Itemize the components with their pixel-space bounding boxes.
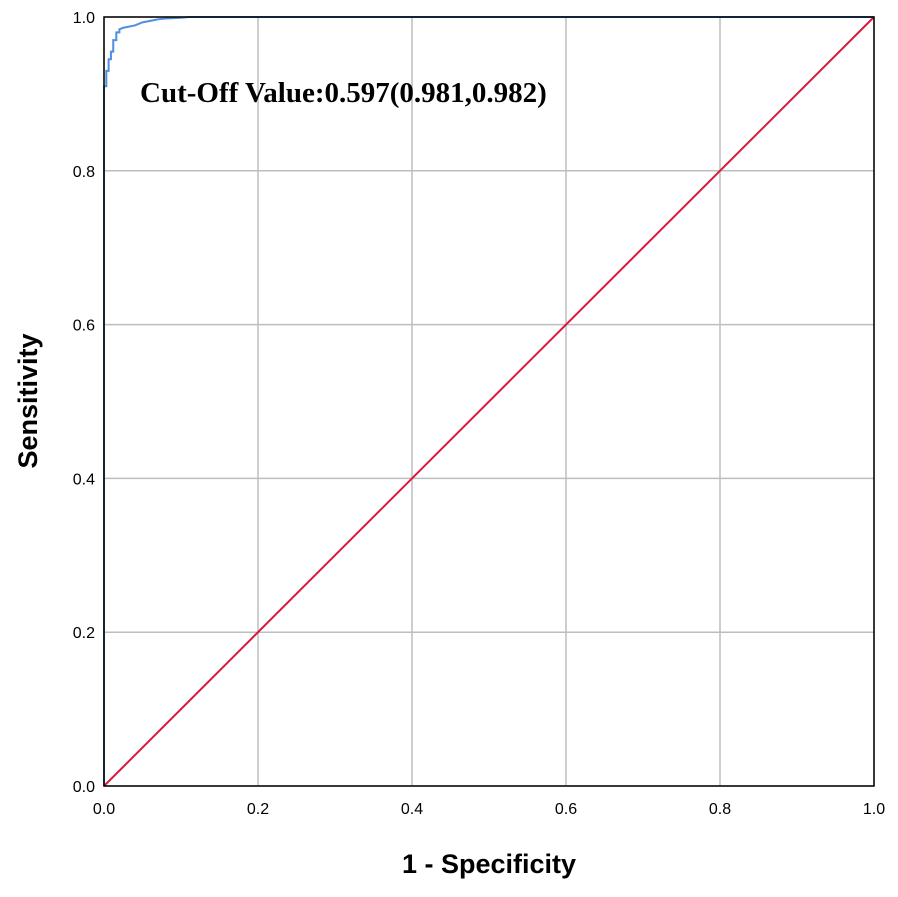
plot-frame (103, 16, 875, 787)
y-tick-label: 0.2 (73, 625, 95, 642)
roc-curve (103, 16, 874, 786)
y-axis-title: Sensitivity (13, 333, 43, 468)
y-tick-label: 1.0 (73, 10, 95, 27)
y-tick-label: 0.6 (73, 318, 95, 335)
x-tick-label: 0.2 (247, 801, 269, 818)
y-tick-label: 0.4 (73, 471, 95, 488)
reference-line (103, 16, 875, 787)
x-tick-label: 1.0 (863, 801, 885, 818)
x-axis-title: 1 - Specificity (402, 849, 576, 879)
y-tick-label: 0.8 (73, 164, 95, 181)
y-tick-labels: 0.0 0.2 0.4 0.6 0.8 1.0 (73, 10, 95, 796)
y-tick-label: 0.0 (73, 779, 95, 796)
x-tick-label: 0.8 (709, 801, 731, 818)
x-tick-labels: 0.0 0.2 0.4 0.6 0.8 1.0 (93, 801, 885, 818)
series-lines (103, 16, 875, 787)
cutoff-annotation: Cut-Off Value:0.597(0.981,0.982) (140, 77, 547, 109)
x-tick-label: 0.6 (555, 801, 577, 818)
x-tick-label: 0.4 (401, 801, 423, 818)
x-tick-label: 0.0 (93, 801, 115, 818)
